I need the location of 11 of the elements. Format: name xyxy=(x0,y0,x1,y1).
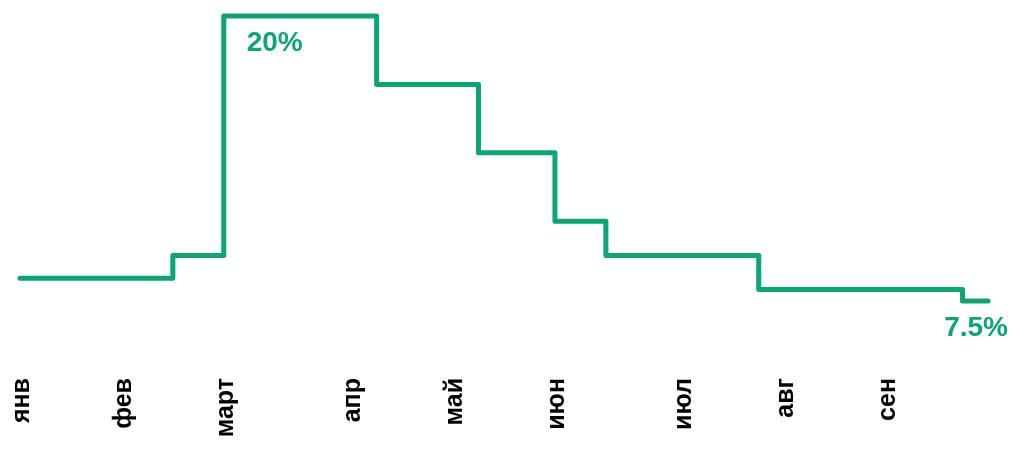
data-label: 7.5% xyxy=(944,311,1009,342)
x-tick-label: фев xyxy=(107,378,136,429)
data-label: 20% xyxy=(246,26,303,57)
x-tick-label: апр xyxy=(337,378,366,423)
x-tick-label: май xyxy=(439,378,468,426)
x-tick-label: июн xyxy=(540,378,569,430)
x-tick-label: март xyxy=(209,378,238,438)
x-tick-label: авг xyxy=(770,378,799,418)
x-tick-label: июл xyxy=(668,378,697,430)
x-tick-label: янв xyxy=(6,378,34,425)
x-tick-label: сен xyxy=(872,378,901,421)
